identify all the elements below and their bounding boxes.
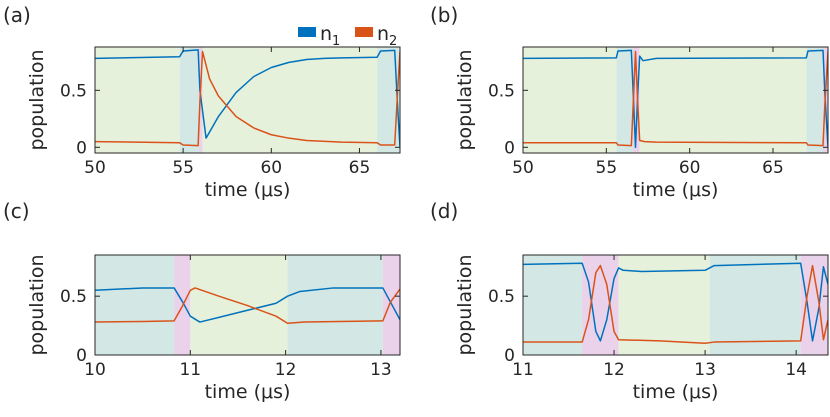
panel-c: 10 11 12 13 0 0.5 time (μs) population (c)	[3, 199, 401, 403]
x-tick-label: 55	[596, 158, 618, 178]
series-n1-line	[523, 262, 828, 342]
region-teal	[377, 47, 400, 153]
x-tick-label: 13	[370, 360, 392, 380]
legend: n1 n2	[298, 23, 397, 49]
axes-box	[522, 46, 829, 154]
x-tick-label: 65	[762, 158, 784, 178]
x-axis-label: time (μs)	[633, 179, 719, 201]
y-axis-label: population	[26, 254, 48, 355]
region-green	[639, 47, 807, 153]
region-green	[523, 47, 617, 153]
panel-b: 50 55 60 65 0 0.5 time (μs) population (b)	[430, 3, 829, 201]
panel-label: (b)	[430, 3, 458, 27]
panel-label: (a)	[3, 3, 31, 27]
series-n2-line	[95, 287, 400, 324]
legend-label-n2: n2	[377, 23, 397, 49]
series-n1-line	[523, 49, 828, 149]
region-teal	[179, 47, 200, 153]
x-tick-label: 50	[512, 158, 534, 178]
x-tick-label: 10	[84, 360, 106, 380]
x-tick-label: 50	[84, 158, 106, 178]
series-n2-line	[523, 50, 828, 147]
region-teal	[287, 255, 383, 355]
series-n2-line	[523, 264, 828, 344]
legend-label-n1: n1	[320, 23, 340, 49]
region-pink	[633, 47, 640, 153]
legend-swatch-n1	[298, 27, 316, 37]
axes-box	[94, 46, 401, 154]
axes-box	[94, 254, 401, 356]
x-tick-label: 60	[260, 158, 282, 178]
y-tick-label: 0.5	[488, 81, 515, 101]
axes-box	[522, 254, 829, 356]
x-tick-label: 65	[349, 158, 371, 178]
region-green	[190, 255, 288, 355]
x-tick-label: 12	[275, 360, 297, 380]
region-teal	[95, 255, 175, 355]
x-tick-label: 14	[785, 360, 807, 380]
series-n1-line	[95, 287, 400, 323]
y-tick-label: 0	[504, 346, 515, 366]
y-axis-label: population	[454, 254, 476, 355]
y-axis-label: population	[454, 49, 476, 150]
x-tick-label: 12	[603, 360, 625, 380]
panel-label: (c)	[3, 199, 30, 223]
y-tick-label: 0.5	[60, 81, 87, 101]
y-tick-label: 0	[76, 138, 87, 158]
panel-label: (d)	[430, 199, 458, 223]
panel-a: 50 55 60 65 0 0.5 time (μs) population (a)	[3, 3, 401, 201]
y-axis-label: population	[26, 49, 48, 150]
region-green	[95, 47, 180, 153]
y-tick-label: 0.5	[488, 287, 515, 307]
x-axis-label: time (μs)	[205, 381, 291, 403]
x-tick-label: 11	[512, 360, 534, 380]
y-tick-label: 0	[504, 138, 515, 158]
region-teal	[709, 255, 801, 355]
panel-d: 11 12 13 14 0 0.5 time (μs) population (d)	[430, 199, 829, 403]
y-tick-label: 0.5	[60, 287, 87, 307]
region-green	[202, 47, 378, 153]
region-teal	[616, 47, 633, 153]
legend-swatch-n2	[355, 27, 373, 37]
x-tick-label: 11	[179, 360, 201, 380]
x-tick-label: 60	[679, 158, 701, 178]
series-n1-line	[95, 49, 400, 148]
x-tick-label: 55	[172, 158, 194, 178]
series-n2-line	[95, 50, 400, 147]
region-teal	[523, 255, 583, 355]
region-teal	[806, 47, 823, 153]
x-axis-label: time (μs)	[205, 179, 291, 201]
y-tick-label: 0	[76, 346, 87, 366]
x-axis-label: time (μs)	[633, 381, 719, 403]
x-tick-label: 13	[694, 360, 716, 380]
